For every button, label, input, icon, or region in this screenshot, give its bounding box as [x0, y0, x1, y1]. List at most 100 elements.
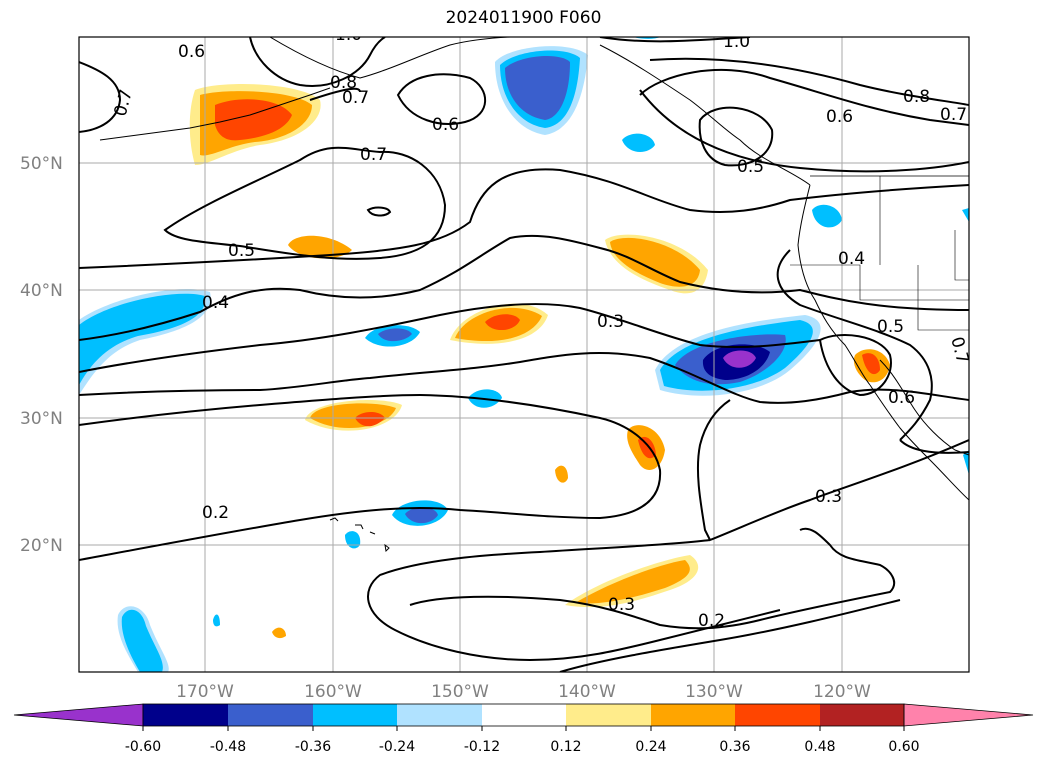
colorbar-ticks [142, 726, 905, 731]
colorbar-segment [313, 704, 397, 726]
contour-0.6 [396, 73, 487, 125]
contour-1.0 [249, 37, 386, 87]
anomaly-positive [288, 235, 352, 259]
contour-label: 0.5 [228, 241, 255, 261]
contour-label: 0.2 [202, 503, 229, 523]
contour-0.7 [309, 87, 361, 101]
colorbar-segment [820, 704, 904, 726]
contour-label: 0.3 [597, 312, 624, 332]
anomaly-positive [862, 353, 880, 375]
colorbar-segment [735, 704, 820, 726]
anomaly-positive [555, 465, 568, 483]
contour-label: 0.3 [608, 595, 635, 615]
contour-label: 1.0 [723, 32, 750, 52]
colorbar-segment [397, 704, 482, 726]
anomaly-positive [638, 436, 656, 459]
anomaly-positive [610, 237, 700, 287]
anomaly-positive [272, 627, 286, 639]
contour-label: 0.6 [432, 115, 459, 135]
contour-0.2 [79, 393, 662, 561]
contour-label: 0.7 [946, 335, 972, 366]
colorbar-tick-label: 0.24 [635, 739, 666, 755]
anomaly-negative [378, 328, 412, 342]
colorbar: -0.60 -0.48 -0.36 -0.24 -0.12 0.12 0.24 … [13, 703, 1034, 755]
contour-label: 0.8 [903, 87, 930, 107]
contour-label: 0.4 [202, 293, 229, 313]
colorbar-tick-label: 0.36 [719, 739, 750, 755]
colorbar-tick-label: 0.60 [888, 739, 919, 755]
anomaly-positive [355, 412, 385, 427]
lon-label: 140°W [558, 682, 616, 702]
contour-0.3 [409, 527, 896, 630]
lon-label: 170°W [176, 682, 234, 702]
contour-label: 0.5 [877, 317, 904, 337]
map-title: 2024011900 F060 [445, 8, 602, 28]
border-states [790, 176, 969, 331]
contour-label: 0.7 [111, 87, 137, 118]
colorbar-tick-label: -0.24 [379, 739, 415, 755]
contour-label: 0.6 [888, 388, 915, 408]
contour-0.7 [639, 89, 969, 173]
colorbar-tick-label: 0.12 [550, 739, 581, 755]
colorbar-segment [651, 704, 735, 726]
anomaly-negative [963, 450, 969, 475]
contour-0.4 [79, 303, 821, 373]
contour-label: 1.0 [335, 25, 362, 45]
contour-label: 0.8 [330, 73, 357, 93]
contour-label: 0.7 [360, 145, 387, 165]
contour-0.5 [79, 168, 969, 269]
lon-label: 160°W [304, 682, 362, 702]
contour-0.4 [776, 249, 933, 441]
anomaly-negative [962, 208, 969, 222]
anomaly-positive [485, 314, 520, 331]
lat-label: 20°N [20, 536, 63, 556]
coastline-aleutians [99, 87, 331, 141]
colorbar-tick-label: -0.48 [210, 739, 246, 755]
contour-0.2 [367, 539, 781, 662]
anomaly-negative [79, 293, 206, 385]
colorbar-tick-labels: -0.60 -0.48 -0.36 -0.24 -0.12 0.12 0.24 … [125, 739, 920, 755]
anomaly-positive [215, 99, 292, 141]
colorbar-tick-label: -0.36 [295, 739, 331, 755]
shaded-anomalies [79, 37, 969, 672]
lon-label: 150°W [431, 682, 489, 702]
lat-label: 40°N [20, 281, 63, 301]
contour-lines [79, 37, 969, 672]
contour-label: 0.6 [826, 107, 853, 127]
coastline-alaska [269, 37, 511, 79]
anomaly-negative [622, 133, 655, 152]
contour-0.7 [163, 146, 447, 260]
coastline-baja [869, 384, 969, 501]
lat-labels: 50°N 40°N 30°N 20°N [20, 154, 63, 556]
anomaly-negative [723, 350, 756, 368]
contour-0.6 [639, 68, 969, 126]
colorbar-segment [482, 704, 566, 726]
colorbar-segment [228, 704, 313, 726]
colorbar-extend-min [13, 703, 144, 727]
contour-0.8 [649, 57, 969, 106]
coastline-hawaii [329, 517, 390, 553]
contour-0.3-east [899, 439, 969, 454]
anomaly-negative [213, 614, 220, 627]
colorbar-tick-label: -0.60 [125, 739, 161, 755]
anomaly-negative [633, 37, 661, 39]
lon-label: 130°W [685, 682, 743, 702]
contour-0.3 [79, 352, 969, 404]
colorbar-segment [566, 704, 651, 726]
map-frame [78, 36, 970, 673]
contour-label: 0.6 [178, 42, 205, 62]
anomaly-negative [345, 531, 361, 549]
anomaly-negative [121, 609, 163, 672]
contour-0.3 [696, 399, 969, 542]
gridlines [79, 37, 969, 672]
contour-label: 0.7 [940, 105, 967, 125]
colorbar-tick-label: 0.48 [804, 739, 835, 755]
coastline-west-us [797, 184, 871, 386]
lon-labels: 170°W 160°W 150°W 140°W 130°W 120°W [176, 682, 871, 702]
contour-0.6-inner [698, 106, 774, 167]
contour-label: 0.5 [737, 157, 764, 177]
contour-label: 0.4 [838, 249, 865, 269]
contour-label: 0.2 [698, 611, 725, 631]
anomaly-positive [575, 560, 690, 604]
